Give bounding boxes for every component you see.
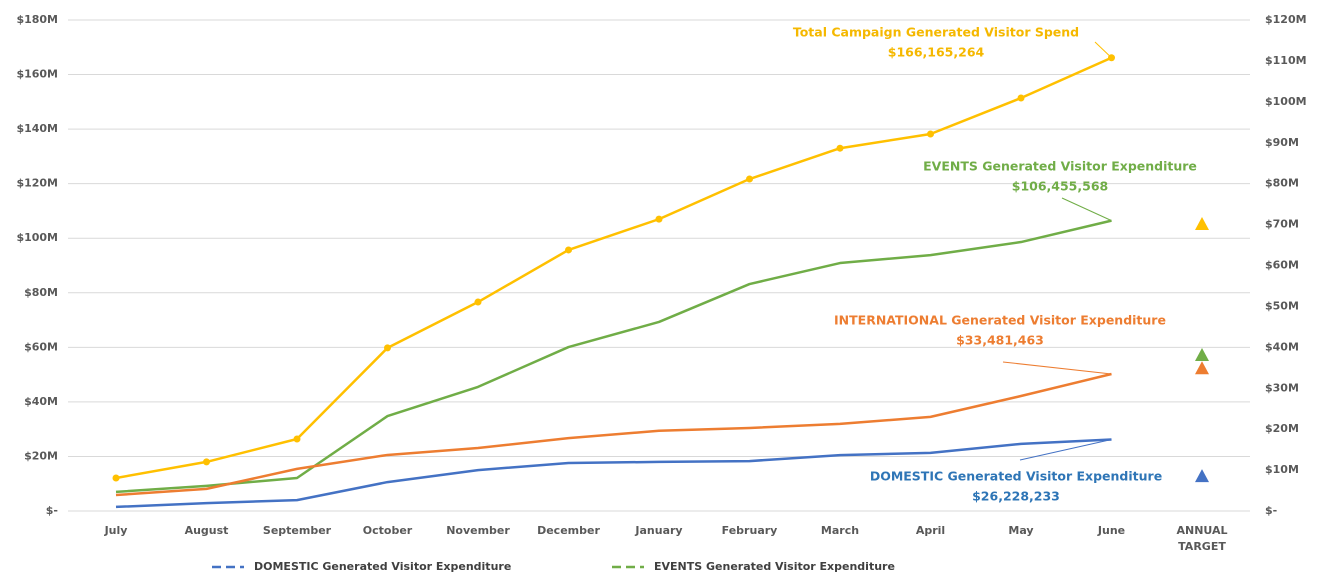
legend-label: DOMESTIC Generated Visitor Expenditure xyxy=(254,560,511,573)
series-line xyxy=(115,219,1112,494)
x-tick-label: ANNUAL TARGET xyxy=(1176,524,1228,553)
point xyxy=(384,344,391,352)
point xyxy=(655,215,663,223)
x-tick-label: August xyxy=(184,524,229,537)
series-line xyxy=(115,438,1112,509)
y2-tick-label: $30M xyxy=(1265,381,1299,394)
point xyxy=(927,130,934,138)
target-marker xyxy=(1195,469,1209,483)
x-tick-label: November xyxy=(446,524,510,537)
y2-tick-label: $70M xyxy=(1265,218,1299,231)
y2-tick-label: $- xyxy=(1265,504,1277,517)
y-tick-label: $- xyxy=(46,504,58,517)
annotation-name: INTERNATIONAL Generated Visitor Expendit… xyxy=(834,313,1166,328)
x-tick-label: February xyxy=(721,524,778,537)
leader-line xyxy=(1019,438,1112,461)
y-tick-label: $140M xyxy=(16,122,58,135)
annotation-name: DOMESTIC Generated Visitor Expenditure xyxy=(870,469,1162,484)
y2-tick-label: $50M xyxy=(1265,299,1299,312)
x-tick-label: January xyxy=(635,524,683,537)
data-label: $26,228,233 xyxy=(972,489,1060,504)
target-marker xyxy=(1195,217,1209,231)
y-tick-label: $160M xyxy=(16,68,58,81)
data-label: $33,481,463 xyxy=(956,333,1044,348)
x-tick-label: April xyxy=(915,524,946,537)
annotation-name: Total Campaign Generated Visitor Spend xyxy=(793,25,1079,40)
target-marker xyxy=(1195,361,1209,375)
y-tick-label: $40M xyxy=(24,395,58,408)
point xyxy=(836,144,844,152)
leader-line xyxy=(1061,197,1112,222)
y2-tick-label: $20M xyxy=(1265,422,1299,435)
data-label: $106,455,568 xyxy=(1012,179,1108,194)
y2-tick-label: $60M xyxy=(1265,259,1299,272)
y2-tick-label: $10M xyxy=(1265,463,1299,476)
y2-tick-label: $90M xyxy=(1265,136,1299,149)
annotation-name: EVENTS Generated Visitor Expenditure xyxy=(923,159,1197,174)
y-tick-label: $120M xyxy=(16,177,58,190)
data-label: $166,165,264 xyxy=(888,45,985,60)
point xyxy=(565,246,572,254)
x-tick-label: September xyxy=(262,524,332,537)
y-tick-label: $60M xyxy=(24,340,58,353)
point xyxy=(203,458,210,466)
series-line xyxy=(115,372,1112,497)
y2-tick-label: $110M xyxy=(1265,54,1307,67)
target-marker xyxy=(1195,347,1209,361)
y-tick-label: $180M xyxy=(16,13,58,26)
x-tick-label: March xyxy=(820,524,860,537)
series-line xyxy=(115,56,1113,480)
y2-tick-label: $120M xyxy=(1265,13,1307,26)
x-tick-label: June xyxy=(1097,524,1126,537)
y2-tick-label: $80M xyxy=(1265,177,1299,190)
point xyxy=(293,435,301,443)
leader-line xyxy=(1002,361,1112,375)
legend-label: EVENTS Generated Visitor Expenditure xyxy=(654,560,895,573)
x-tick-label: December xyxy=(537,524,600,537)
point xyxy=(474,298,482,306)
point xyxy=(1017,94,1025,102)
leader-line xyxy=(1094,41,1112,59)
y-tick-label: $20M xyxy=(24,449,58,462)
point xyxy=(746,175,753,183)
x-tick-label: May xyxy=(1008,524,1034,537)
y2-tick-label: $40M xyxy=(1265,340,1299,353)
x-tick-label: July xyxy=(104,524,128,537)
x-tick-label: October xyxy=(362,524,413,537)
y-tick-label: $100M xyxy=(16,231,58,244)
point xyxy=(112,474,120,482)
y2-tick-label: $100M xyxy=(1265,95,1307,108)
y-tick-label: $80M xyxy=(24,286,58,299)
